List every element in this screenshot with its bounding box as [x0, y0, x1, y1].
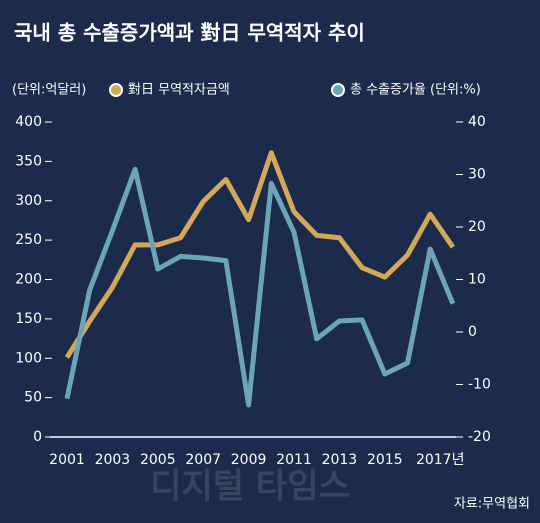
y2-tick-label: 30 — [468, 167, 486, 183]
y-tick-label: 0 — [33, 429, 42, 445]
line — [64, 150, 455, 359]
chart-title: 국내 총 수출증가액과 對日 무역적자 추이 — [14, 21, 365, 45]
y2-tick-label: 10 — [468, 272, 486, 288]
watermark: 디지털 타임스 — [150, 467, 350, 507]
x-tick-label: 2009 — [231, 452, 267, 468]
y-tick-label: 250 — [15, 232, 42, 248]
x-tick-label: 2011 — [276, 452, 312, 468]
x-tick-label: 2015 — [367, 452, 403, 468]
legend-label: 對日 무역적자금액 — [128, 83, 230, 98]
legend-label: 총 수출증가율 (단위:%) — [350, 83, 481, 98]
legend-marker — [331, 83, 345, 97]
y-tick-label: 200 — [15, 272, 42, 288]
legend-marker — [109, 83, 123, 97]
y-tick-label: 150 — [15, 311, 42, 327]
source: 자료:무역협회 — [454, 497, 530, 512]
y-tick-label: 50 — [24, 390, 42, 406]
y-tick-label: 100 — [15, 350, 42, 366]
x-tick-label: 2005 — [140, 452, 176, 468]
line — [64, 166, 456, 408]
y2-tick-label: -10 — [468, 377, 491, 393]
y2-tick-label: 20 — [468, 219, 486, 235]
y-tick-label: 300 — [15, 193, 42, 209]
y-tick-label: 400 — [15, 114, 42, 130]
y2-tick-label: -20 — [468, 429, 491, 445]
y-axis-label: (단위:억달러) — [12, 83, 86, 98]
y-tick-label: 350 — [15, 153, 42, 169]
x-tick-label: 2003 — [95, 452, 131, 468]
y2-tick-label: 0 — [468, 324, 477, 340]
y2-tick-label: 40 — [468, 114, 486, 130]
x-tick-label: 2007 — [185, 452, 221, 468]
x-tick-label: 2013 — [322, 452, 358, 468]
x-tick-label: 2001 — [49, 452, 85, 468]
x-tick-label: 2017년 — [416, 452, 465, 468]
